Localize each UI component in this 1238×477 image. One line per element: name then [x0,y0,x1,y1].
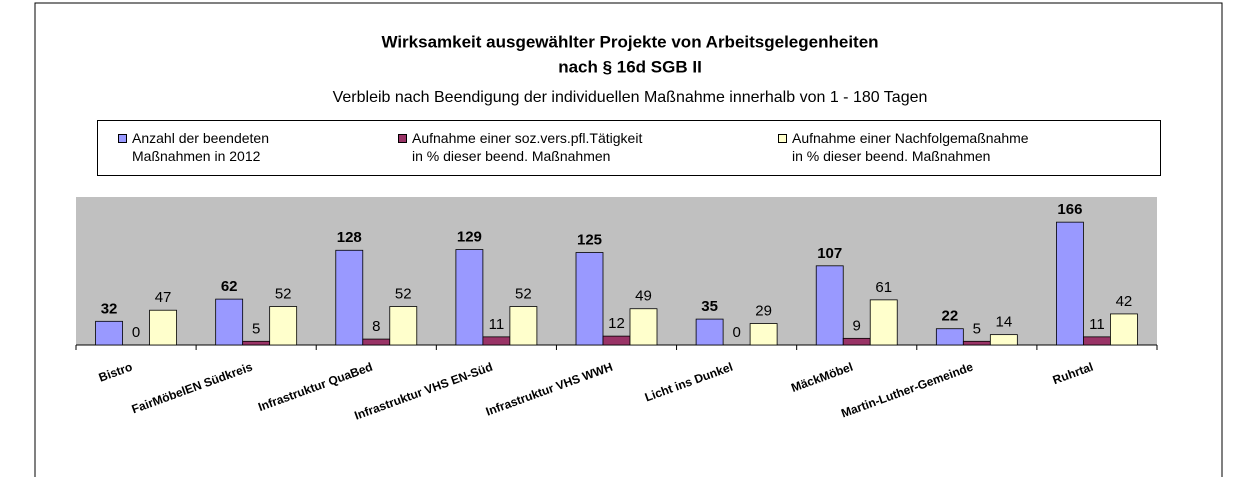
data-label: 52 [275,285,292,302]
bar [215,298,244,346]
data-label: 11 [489,316,505,333]
bar [1110,313,1138,346]
data-label: 62 [221,278,238,295]
bar [335,249,364,346]
bar [602,335,631,346]
bar [95,320,123,346]
bar [629,308,658,346]
data-label: 107 [817,245,842,262]
data-label: 125 [577,231,602,248]
data-label: 61 [875,279,892,296]
data-label: 42 [1116,293,1133,310]
data-label: 35 [701,298,718,315]
bar [842,337,871,346]
bar [362,338,391,346]
legend-swatch [118,134,127,143]
bar [869,299,898,346]
bar [1056,221,1084,346]
legend-label: Anzahl der beendeten Maßnahmen in 2012 [132,130,269,164]
chart-subtitle: Verbleib nach Beendigung der individuell… [333,89,928,106]
bar [509,306,538,346]
data-label: 166 [1057,201,1082,218]
data-label: 9 [853,317,861,334]
legend-swatch [398,134,407,143]
legend-label: Aufnahme einer Nachfolgemaßnahme in % di… [792,130,1029,164]
bar [1083,336,1111,346]
data-label: 5 [252,320,260,337]
chart-title: nach § 16d SGB II [558,57,702,76]
data-label: 0 [132,324,140,341]
data-label: 5 [973,320,981,337]
data-label: 49 [635,288,652,305]
bar [242,340,271,346]
data-label: 14 [995,314,1012,331]
data-label: 12 [608,315,625,332]
legend: Anzahl der beendeten Maßnahmen in 2012 Au… [97,120,1161,176]
data-label: 52 [395,285,412,302]
bar [575,252,604,346]
bar [815,265,844,346]
bar [695,318,724,346]
bar [149,309,177,346]
bar [962,340,991,346]
data-label: 22 [941,308,958,325]
bar [989,334,1018,346]
data-label: 52 [515,285,532,302]
data-label: 128 [337,229,362,246]
bar [935,328,964,346]
chart-title: Wirksamkeit ausgewählter Projekte von Ar… [381,32,878,51]
data-label: 29 [755,303,772,320]
data-label: 129 [457,229,482,246]
data-label: 0 [732,324,740,341]
bar [389,306,418,346]
data-label: 32 [101,300,118,317]
data-label: 47 [155,289,172,306]
data-label: 8 [372,318,380,335]
plot-area [76,197,1157,345]
legend-label: Aufnahme einer soz.vers.pfl.Tätigkeit in… [412,130,643,164]
bar [455,249,484,346]
bar [269,306,298,346]
bar [749,323,778,346]
bar [482,336,511,346]
legend-swatch [778,134,787,143]
data-label: 11 [1089,316,1105,333]
